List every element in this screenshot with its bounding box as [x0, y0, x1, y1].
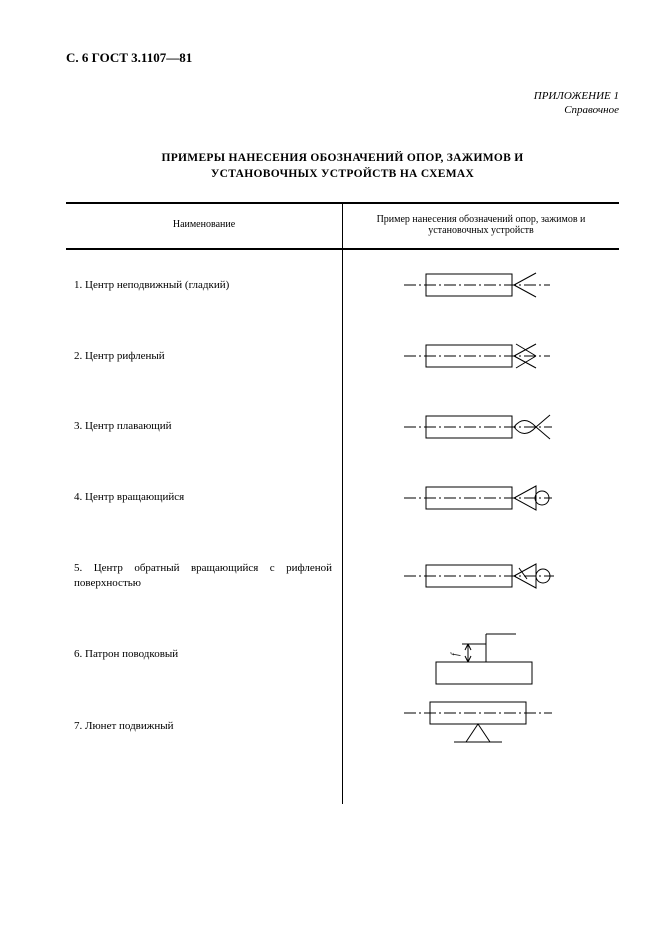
- diagram-fixed-center: [396, 265, 566, 305]
- diagram-rotating-center: [396, 477, 566, 519]
- row-label: Центр плавающий: [85, 420, 172, 432]
- examples-table: Наименование Пример нанесения обозначени…: [66, 202, 619, 804]
- row-label: Центр вращающийся: [85, 491, 184, 503]
- row-label: Патрон поводковый: [85, 648, 178, 660]
- row-number: 1.: [74, 279, 82, 291]
- page-title: ПРИМЕРЫ НАНЕСЕНИЯ ОБОЗНАЧЕНИЙ ОПОР, ЗАЖИ…: [108, 150, 578, 182]
- row-number: 3.: [74, 420, 82, 432]
- appendix-block: ПРИЛОЖЕНИЕ 1 Справочное: [66, 90, 619, 118]
- row-label: Центр обратный вращающийся с рифленой по…: [74, 562, 332, 589]
- appendix-line2: Справочное: [66, 104, 619, 118]
- row-label: Люнет подвижный: [85, 720, 174, 732]
- table-row: 6. Патрон поводковый f: [66, 619, 619, 691]
- row-number: 2.: [74, 350, 82, 362]
- table-row: 3. Центр плавающий: [66, 391, 619, 462]
- table-row: 7. Люнет подвижный: [66, 691, 619, 762]
- table-row-pad: [66, 762, 619, 804]
- table-row: 5. Центр обратный вращающийся с рифленой…: [66, 533, 619, 619]
- diagram-knurled-center: [396, 336, 566, 376]
- row-number: 5.: [74, 562, 82, 574]
- table-row: 4. Центр вращающийся: [66, 462, 619, 533]
- row-number: 4.: [74, 491, 82, 503]
- col-header-example: Пример нанесения обозначений опор, зажим…: [343, 204, 620, 249]
- svg-text:f: f: [450, 652, 461, 656]
- appendix-line1: ПРИЛОЖЕНИЕ 1: [66, 90, 619, 104]
- col-header-name: Наименование: [66, 204, 343, 249]
- table-row: 1. Центр неподвижный (гладкий): [66, 250, 619, 321]
- row-number: 6.: [74, 648, 82, 660]
- row-number: 7.: [74, 720, 82, 732]
- diagram-floating-center: [396, 405, 566, 449]
- page-header: С. 6 ГОСТ 3.1107—81: [66, 50, 619, 66]
- diagram-reverse-rotating-knurled: [396, 555, 566, 597]
- row-label: Центр рифленый: [85, 350, 165, 362]
- row-label: Центр неподвижный (гладкий): [85, 279, 229, 291]
- diagram-steady-rest-moving: [396, 694, 566, 758]
- table-row: 2. Центр рифленый: [66, 321, 619, 392]
- diagram-driving-chuck: f: [396, 620, 566, 690]
